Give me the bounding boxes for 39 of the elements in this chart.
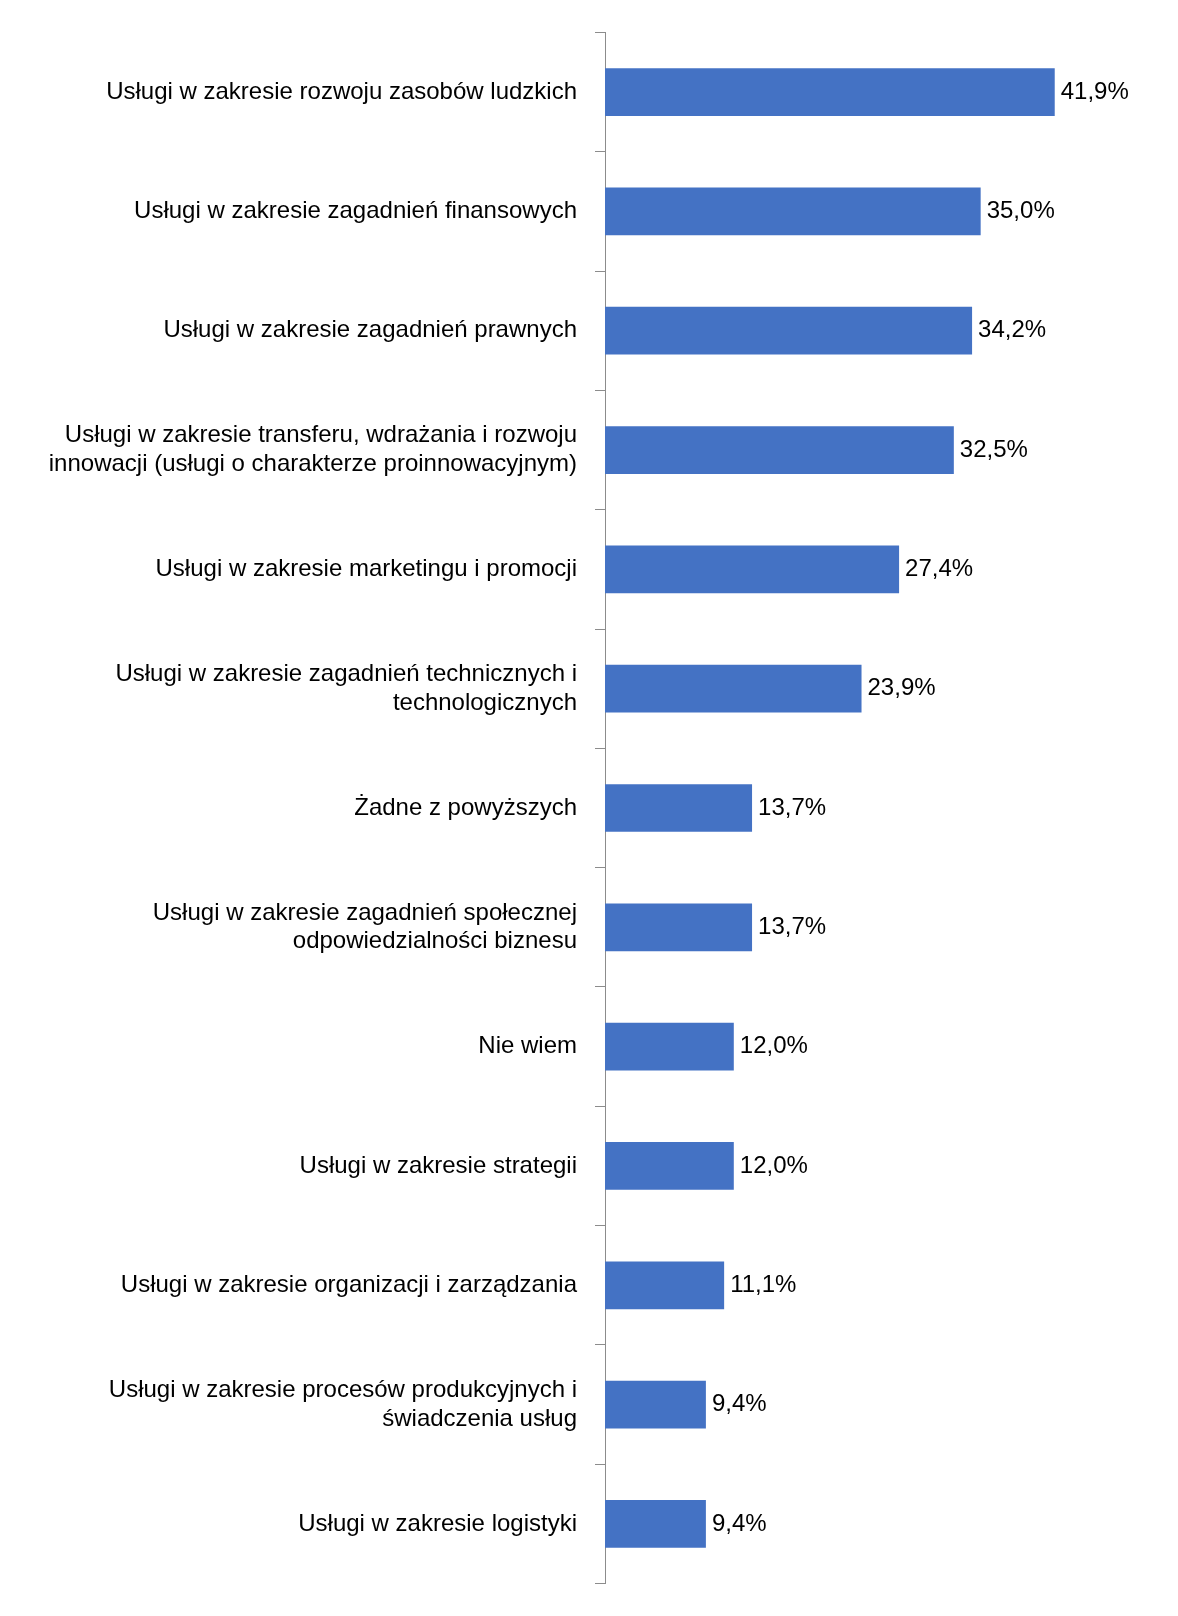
y-tick-label: Usługi w zakresie transferu, wdrażania i rozwoju innowacji (usługi o charakterze proinnowacyjnym) — [48, 420, 577, 477]
data-label: 13,7% — [758, 792, 827, 820]
bar — [605, 1380, 706, 1429]
y-tick-label: Usługi w zakresie rozwoju zasobów ludzkich — [106, 76, 577, 104]
y-tick-label: Usługi w zakresie zagadnień technicznych i technologicznych — [115, 658, 577, 715]
bar — [605, 187, 981, 236]
data-label: 11,1% — [730, 1269, 797, 1297]
data-label: 32,5% — [959, 434, 1028, 462]
bar — [605, 426, 954, 474]
bar — [605, 1022, 734, 1071]
y-tick-label: Usługi w zakresie procesów produkcyjnych i świadczenia usług — [108, 1374, 577, 1431]
bar — [605, 664, 862, 713]
bar — [605, 784, 753, 832]
y-tick-label: Usługi w zakresie marketingu i promocji — [155, 553, 577, 581]
data-label: 35,0% — [986, 196, 1055, 224]
data-label: 23,9% — [867, 673, 936, 701]
data-label: 9,4% — [711, 1508, 767, 1536]
bar — [605, 545, 900, 594]
data-label: 13,7% — [758, 911, 827, 939]
bar — [605, 306, 973, 355]
data-label: 41,9% — [1060, 76, 1129, 104]
data-label: 9,4% — [711, 1389, 767, 1417]
y-tick-label: Usługi w zakresie zagadnień społecznej odpowiedzialności biznesu — [152, 897, 577, 954]
data-label: 12,0% — [739, 1031, 808, 1059]
y-tick-label: Usługi w zakresie strategii — [299, 1150, 577, 1178]
bar — [605, 1500, 706, 1548]
data-label: 34,2% — [978, 315, 1047, 343]
y-tick-label: Usługi w zakresie zagadnień finansowych — [134, 196, 577, 224]
y-tick-label: Usługi w zakresie organizacji i zarządzania — [120, 1269, 578, 1297]
y-tick-label: Usługi w zakresie zagadnień prawnych — [163, 315, 577, 343]
data-label: 12,0% — [739, 1150, 808, 1178]
data-label: 27,4% — [905, 553, 974, 581]
bar — [605, 1261, 725, 1310]
y-tick-label: Usługi w zakresie logistyki — [298, 1508, 577, 1536]
y-tick-label: Nie wiem — [478, 1031, 577, 1059]
bar — [605, 903, 753, 952]
y-tick-label: Żadne z powyższych — [354, 792, 577, 820]
bar — [605, 1142, 734, 1190]
bar — [605, 68, 1055, 116]
